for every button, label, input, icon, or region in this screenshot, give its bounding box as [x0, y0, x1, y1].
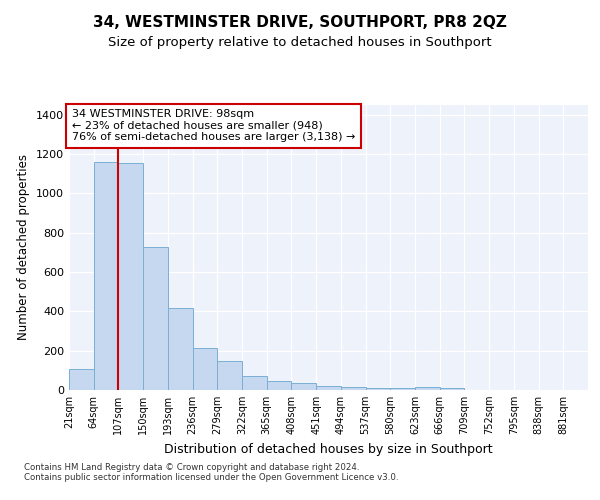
Bar — [292, 383, 316, 390]
Bar — [217, 361, 242, 390]
Text: Contains HM Land Registry data © Crown copyright and database right 2024.
Contai: Contains HM Land Registry data © Crown c… — [24, 463, 398, 482]
X-axis label: Distribution of detached houses by size in Southport: Distribution of detached houses by size … — [164, 442, 493, 456]
Text: Size of property relative to detached houses in Southport: Size of property relative to detached ho… — [108, 36, 492, 49]
Bar — [118, 163, 143, 390]
Bar — [415, 387, 440, 390]
Text: 34 WESTMINSTER DRIVE: 98sqm
← 23% of detached houses are smaller (948)
76% of se: 34 WESTMINSTER DRIVE: 98sqm ← 23% of det… — [71, 110, 355, 142]
Bar — [390, 388, 415, 390]
Bar — [365, 388, 390, 390]
Text: 34, WESTMINSTER DRIVE, SOUTHPORT, PR8 2QZ: 34, WESTMINSTER DRIVE, SOUTHPORT, PR8 2Q… — [93, 15, 507, 30]
Bar — [69, 370, 94, 390]
Bar — [440, 388, 464, 390]
Bar — [168, 308, 193, 390]
Bar — [193, 348, 217, 390]
Bar — [267, 380, 292, 390]
Bar — [94, 162, 118, 390]
Bar — [341, 387, 365, 390]
Bar — [143, 246, 168, 390]
Bar — [242, 376, 267, 390]
Y-axis label: Number of detached properties: Number of detached properties — [17, 154, 31, 340]
Bar — [316, 386, 341, 390]
